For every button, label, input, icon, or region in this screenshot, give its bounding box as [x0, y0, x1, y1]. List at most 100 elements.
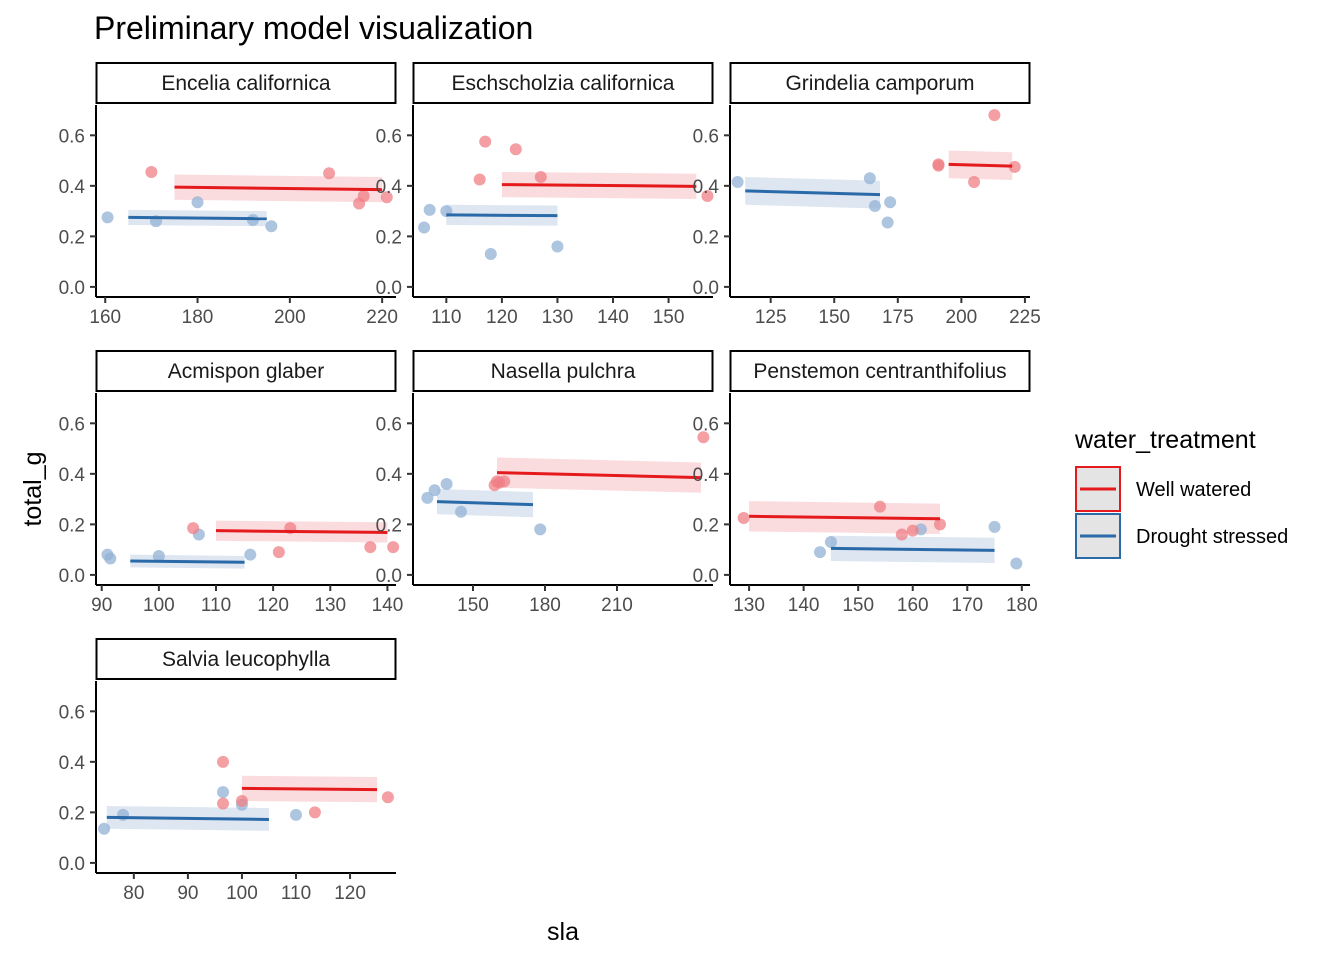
- y-tick-label: 0.6: [59, 414, 85, 435]
- well-watered-point: [353, 197, 366, 210]
- y-tick-label: 0.0: [59, 566, 85, 587]
- well-watered-point: [145, 165, 158, 178]
- well-watered-point: [932, 158, 945, 171]
- y-tick-label: 0.0: [59, 278, 85, 299]
- y-tick-label: 0.6: [59, 126, 85, 147]
- drought-stressed-point: [1010, 557, 1023, 570]
- y-tick-label: 0.4: [59, 465, 86, 486]
- y-tick-label: 0.2: [59, 515, 85, 536]
- drought-stressed-point: [104, 552, 117, 565]
- drought-stressed-fit-line: [436, 500, 534, 507]
- drought-stressed-point: [244, 548, 257, 561]
- y-tick-label: 0.4: [693, 465, 720, 486]
- x-tick-label: 80: [123, 883, 144, 904]
- drought-stressed-point: [421, 491, 434, 504]
- y-tick-label: 0.6: [376, 126, 402, 147]
- well-watered-point: [473, 173, 486, 186]
- y-axis-title: total_g: [19, 451, 47, 526]
- drought-stressed-point: [814, 546, 826, 559]
- drought-stressed-point: [824, 536, 837, 549]
- y-tick-label: 0.4: [59, 177, 86, 198]
- y-tick-label: 0.6: [59, 702, 85, 723]
- well-watered-point: [874, 500, 886, 513]
- drought-stressed-point: [418, 221, 431, 234]
- x-tick-label: 225: [1009, 307, 1041, 328]
- well-watered-point: [479, 135, 492, 148]
- drought-stressed-fit-line: [745, 189, 881, 197]
- drought-stressed-point: [152, 549, 165, 562]
- x-axis-title: sla: [547, 918, 579, 946]
- drought-stressed-point: [101, 211, 114, 224]
- x-tick-label: 125: [755, 307, 787, 328]
- legend-title: water_treatment: [1074, 426, 1256, 454]
- facet-strip: [95, 638, 397, 680]
- y-tick-label: 0.4: [693, 177, 720, 198]
- facet-panel: Salvia leucophylla 0.0 0.2 0.4 0.6 80 90 100 110…: [59, 638, 397, 904]
- x-tick-label: 200: [946, 307, 978, 328]
- drought-stressed-point: [217, 786, 230, 799]
- well-watered-point: [906, 524, 919, 537]
- well-watered-point: [498, 475, 511, 488]
- legend: water_treatment Well watered Drought stre…: [1074, 426, 1288, 559]
- y-tick-label: 0.4: [376, 177, 403, 198]
- facet-strip: [729, 62, 1031, 104]
- facet-panel: Nasella pulchra 0.0 0.2 0.4 0.6 150 180 210: [376, 350, 714, 616]
- drought-stressed-fit-line: [446, 213, 558, 218]
- well-watered-fit-line: [215, 529, 388, 534]
- drought-stressed-point: [290, 808, 302, 821]
- y-tick-label: 0.6: [376, 414, 402, 435]
- facet-panel: Grindelia camporum 0.0 0.2 0.4 0.6 125 150 175 2…: [693, 62, 1041, 328]
- legend-label: Drought stressed: [1136, 526, 1288, 548]
- x-tick-label: 200: [274, 307, 306, 328]
- drought-stressed-point: [484, 248, 497, 261]
- drought-stressed-point: [868, 200, 881, 213]
- x-tick-label: 150: [653, 307, 685, 328]
- x-tick-label: 130: [314, 595, 346, 616]
- x-tick-label: 110: [431, 307, 461, 328]
- x-tick-label: 110: [201, 595, 231, 616]
- y-tick-label: 0.2: [59, 227, 85, 248]
- x-tick-label: 175: [882, 307, 914, 328]
- facet-panel: Eschscholzia californica 0.0 0.2 0.4 0.6 110 1…: [376, 62, 714, 328]
- chart-title: Preliminary model visualization: [94, 10, 533, 46]
- facet-strip: [95, 350, 397, 392]
- x-tick-label: 150: [842, 595, 874, 616]
- x-tick-label: 150: [818, 307, 850, 328]
- well-watered-fit-line: [174, 185, 383, 192]
- facet-panel: Acmispon glaber 0.0 0.2 0.4 0.6 90 100 110 120 13…: [59, 350, 403, 616]
- facet-strip: [729, 350, 1031, 392]
- facet-panels: Encelia californica 0.0 0.2 0.4 0.6 160 180 200…: [59, 62, 1041, 904]
- well-watered-point: [895, 528, 908, 541]
- facet-strip: [412, 350, 714, 392]
- x-tick-label: 110: [281, 883, 311, 904]
- x-tick-label: 180: [529, 595, 561, 616]
- drought-stressed-point: [731, 176, 744, 189]
- well-watered-point: [380, 191, 393, 204]
- well-watered-point: [323, 167, 336, 180]
- well-watered-point: [217, 797, 230, 810]
- well-watered-point: [737, 512, 750, 525]
- well-watered-point: [534, 171, 547, 183]
- well-watered-point: [934, 518, 946, 531]
- drought-stressed-fit-line: [830, 546, 995, 552]
- x-tick-label: 100: [226, 883, 258, 904]
- well-watered-point: [272, 546, 285, 559]
- facet-strip-label: Acmispon glaber: [168, 360, 324, 383]
- x-tick-label: 90: [177, 883, 198, 904]
- well-watered-point: [217, 755, 230, 768]
- well-watered-point: [509, 143, 522, 156]
- well-watered-fit-line: [241, 786, 378, 792]
- y-tick-label: 0.0: [376, 566, 402, 587]
- drought-stressed-point: [551, 240, 564, 253]
- x-tick-label: 220: [366, 307, 398, 328]
- drought-stressed-point: [423, 203, 436, 216]
- drought-stressed-point: [428, 484, 441, 497]
- x-tick-label: 180: [1006, 595, 1038, 616]
- facet-panel: Encelia californica 0.0 0.2 0.4 0.6 160 180 200…: [59, 62, 398, 328]
- x-tick-label: 120: [486, 307, 518, 328]
- facet-strip-label: Encelia californica: [161, 72, 331, 95]
- facet-strip: [95, 62, 397, 104]
- x-tick-label: 170: [951, 595, 983, 616]
- y-tick-label: 0.0: [59, 854, 85, 875]
